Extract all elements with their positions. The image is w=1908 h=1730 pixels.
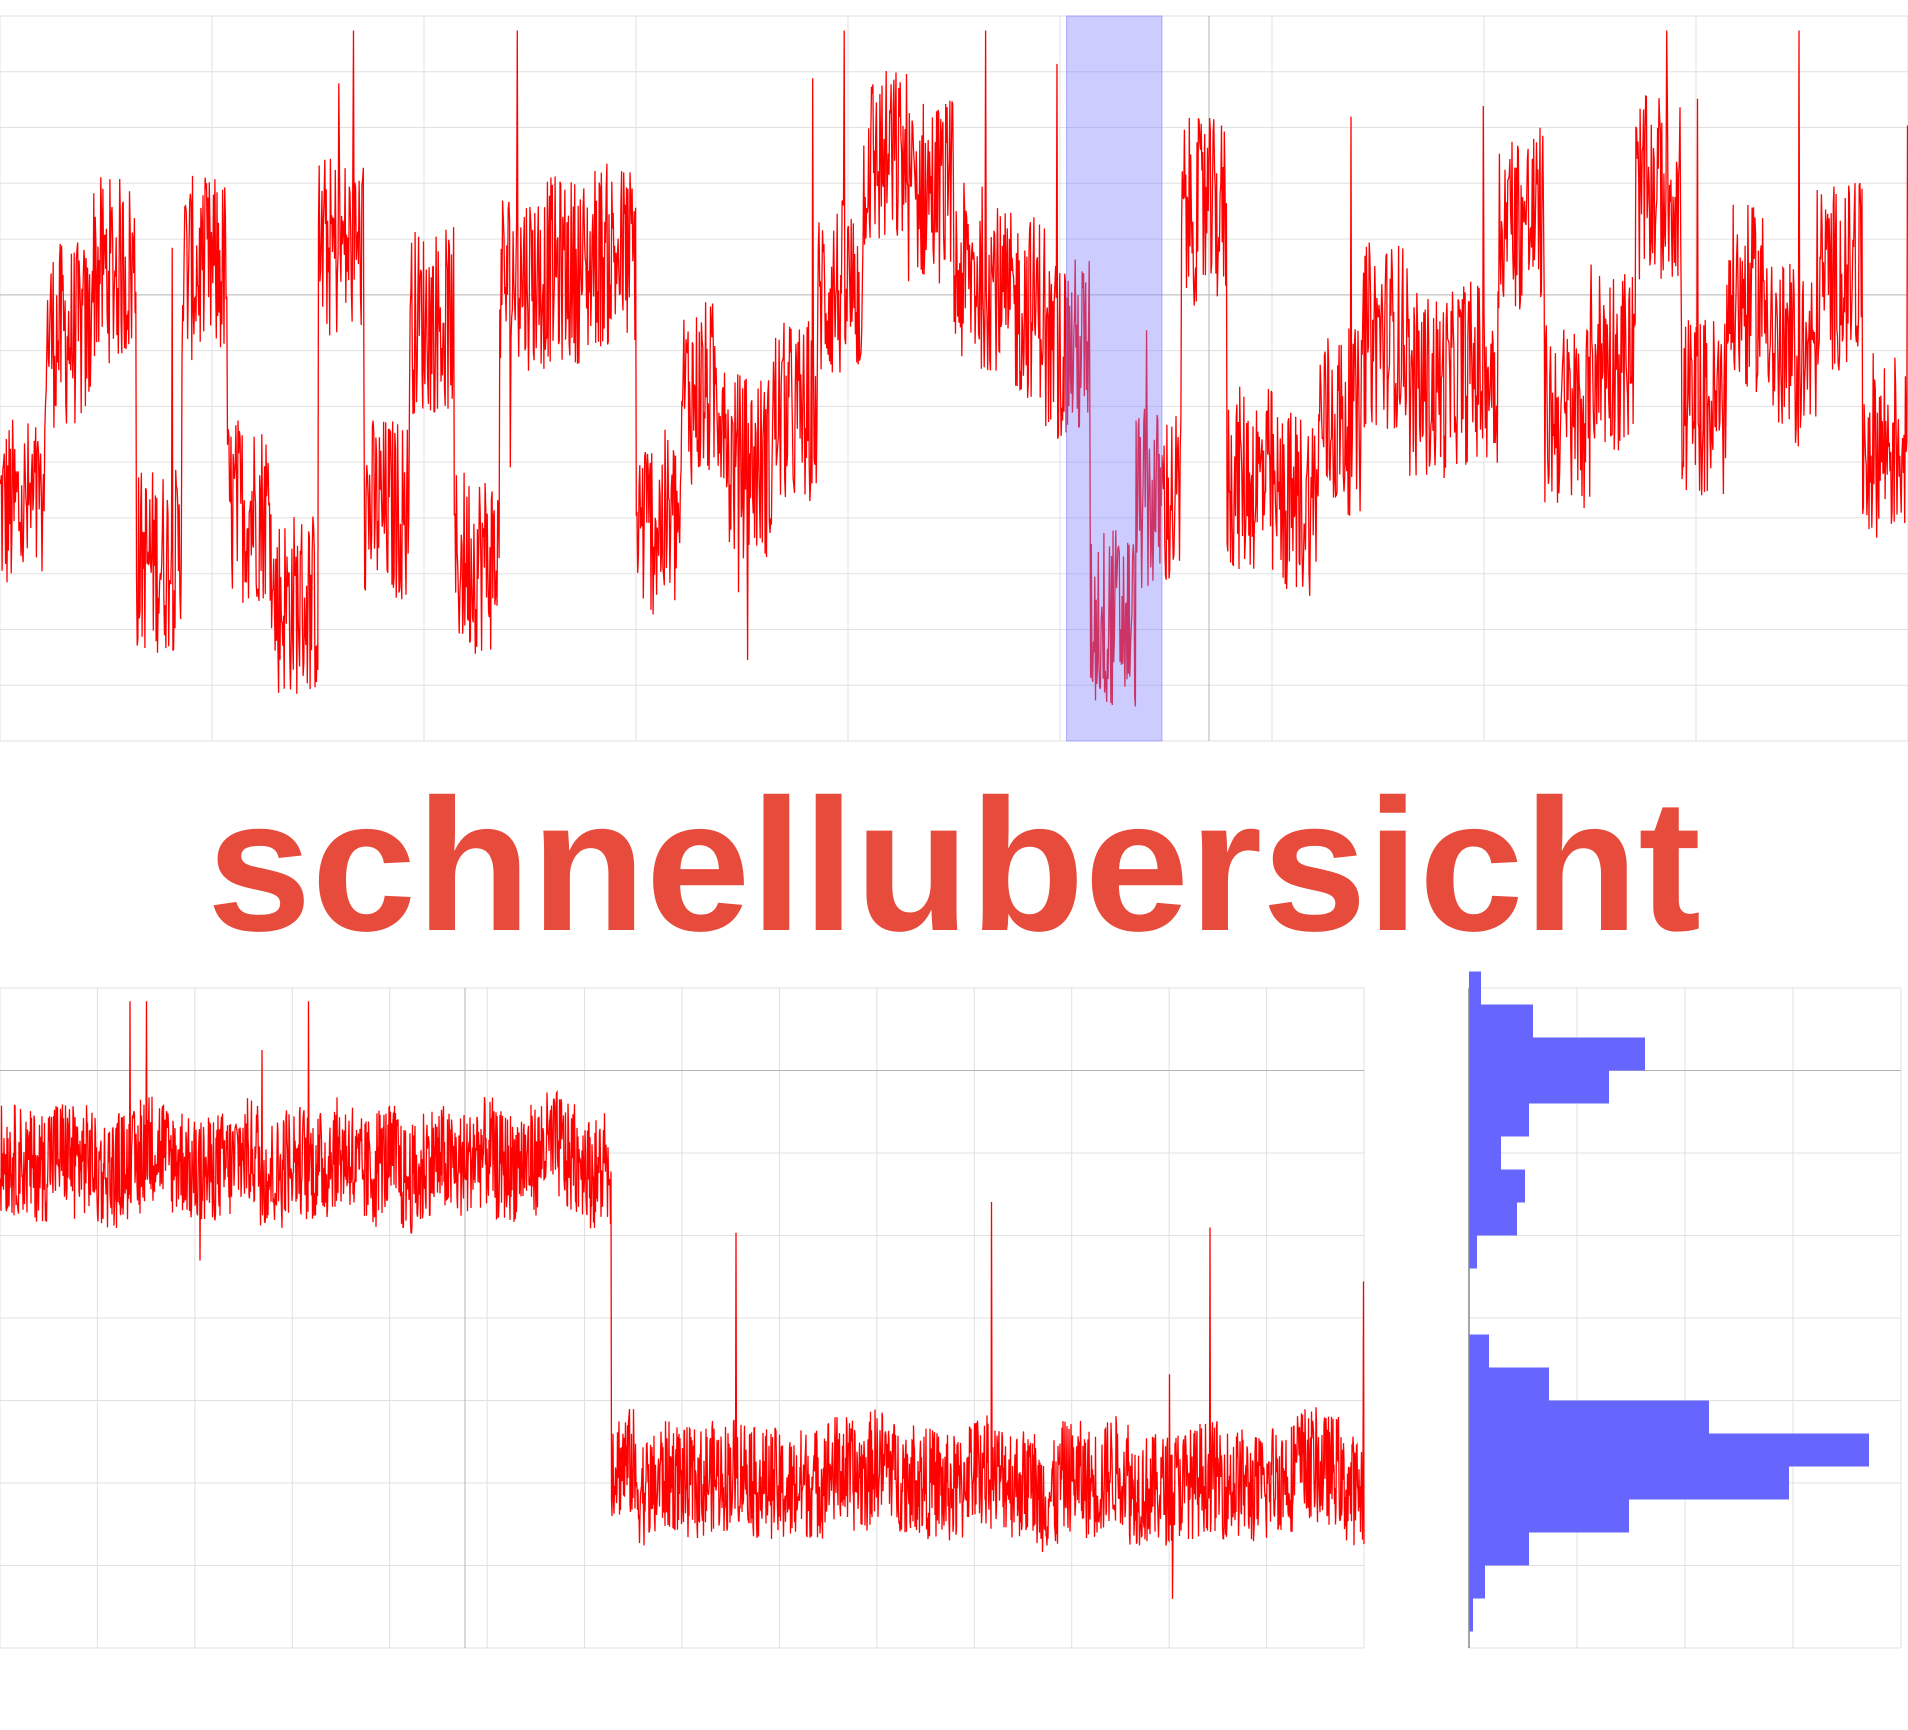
histogram-bar	[1469, 1070, 1609, 1104]
gridlines	[0, 15, 1908, 742]
histogram-bar	[1469, 1202, 1517, 1236]
histogram-bar	[1469, 1334, 1489, 1368]
gridlines	[0, 987, 1365, 1649]
histogram-bar	[1469, 1004, 1533, 1038]
histogram-bar	[1469, 1136, 1501, 1170]
histogram-chart	[1468, 971, 1902, 1649]
histogram-bar	[1469, 1037, 1645, 1071]
histogram-bar	[1469, 1565, 1485, 1599]
histogram-bar	[1469, 1598, 1473, 1632]
histogram-bar	[1469, 1235, 1477, 1269]
bottom-timeseries-chart	[0, 987, 1365, 1649]
histogram-bar	[1469, 1433, 1869, 1467]
series-line	[0, 30, 1908, 707]
page-title: schnellubersicht	[207, 760, 1701, 970]
series-line	[0, 1001, 1365, 1599]
histogram-bar	[1469, 1499, 1629, 1533]
selection-region	[1066, 15, 1163, 742]
histogram-bar	[1469, 971, 1481, 1005]
histogram-bar	[1469, 1103, 1529, 1137]
histogram-bar	[1469, 1169, 1525, 1203]
histogram-bar	[1469, 1466, 1789, 1500]
histogram-bar	[1469, 1400, 1709, 1434]
histogram-bar	[1469, 1367, 1549, 1401]
histogram-bar	[1469, 1532, 1529, 1566]
top-timeseries-chart	[0, 15, 1908, 742]
